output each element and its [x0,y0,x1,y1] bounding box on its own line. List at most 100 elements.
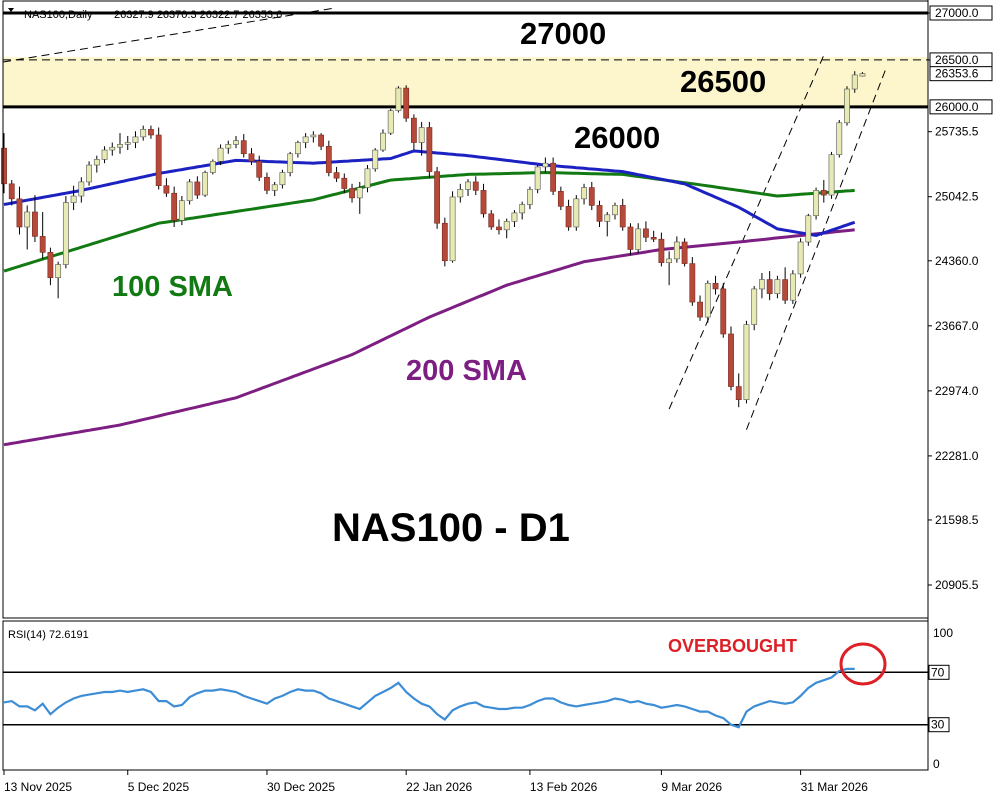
candle-body [240,140,247,155]
candle-body [511,212,518,222]
candle [163,178,170,197]
candle [666,251,673,286]
candle [411,114,417,151]
candle-body [387,110,394,134]
candle-body [550,162,557,192]
candle [813,187,819,220]
candle [349,183,355,203]
candle [797,238,804,278]
candle-body [666,258,673,263]
candle-body [805,215,812,243]
candle-body [279,172,286,186]
candle-body [70,195,77,203]
candle-body [271,184,278,191]
candle [256,155,263,182]
candle [673,236,680,263]
price-tick-label: 26500.0 [935,53,979,67]
candle [62,196,69,269]
candle-body [557,191,564,207]
candle [480,183,487,218]
candle-body [449,196,456,262]
candle-body [789,273,796,301]
candle-body [124,142,131,145]
candle [217,144,224,166]
candle [93,155,100,173]
candle-body [171,192,178,221]
rsi-tag-box [928,664,950,680]
candle-body [619,205,626,228]
candle [186,179,193,205]
candle [805,213,812,246]
candle [766,271,773,301]
resistance-zone [3,57,928,107]
candle-body [39,236,46,253]
candle-body [1,147,7,185]
candle-body [256,160,263,178]
candle-body [673,241,680,260]
candle-body [635,228,642,250]
candle [851,71,858,93]
annotation-100-sma: 100 SMA [112,271,233,303]
candle [1,133,7,194]
candle-body [658,238,665,263]
candle-body [310,134,317,138]
candle-body [434,171,441,224]
candle [279,169,286,189]
candle-body [333,172,340,179]
candle-body [78,181,85,197]
candle-body [356,187,363,199]
price-tick-label: 25042.5 [935,190,979,204]
candle-body [472,181,479,191]
candle [728,326,734,391]
candle-body [751,288,758,325]
candle-body [836,122,843,156]
candle [55,261,62,299]
time-tick-label: 13 Nov 2025 [4,780,72,794]
candle-body [689,263,696,303]
candle [333,166,340,182]
price-tick-label: 21598.5 [935,513,979,527]
candle [550,157,557,196]
candle [341,173,348,194]
candle-body [8,183,15,200]
candle-body [681,241,688,264]
candle [774,275,781,299]
candle-body [225,144,232,149]
candle [194,176,201,199]
candle-body [743,324,750,400]
candle-body [32,211,38,237]
candle [387,108,394,136]
candle [318,133,324,151]
candle [697,295,703,321]
current-price-label: 26353.6 [935,67,979,81]
candle [704,280,711,323]
candle [658,232,665,267]
candle-body [395,87,402,111]
candle [635,223,642,254]
candle [39,211,46,259]
candle [751,286,758,331]
rsi-tag-box [928,717,950,733]
candle [503,218,510,239]
candle [565,199,572,231]
candle-body [93,159,100,166]
candle-body [148,129,154,136]
candle [859,72,866,77]
candle-body [735,386,742,400]
candle-body [851,74,858,90]
candle [581,183,587,205]
candle-body [704,283,711,318]
candle-body [627,226,634,250]
header-symbol: NAS100,Daily [24,9,93,21]
candle-body [411,117,417,143]
price-tick-label: 22281.0 [935,449,979,463]
candle-body [712,283,719,290]
candle [132,131,139,149]
candle [325,140,332,177]
candle-body [480,190,487,215]
candle [844,86,850,126]
candle [743,320,750,404]
candle [465,179,471,197]
